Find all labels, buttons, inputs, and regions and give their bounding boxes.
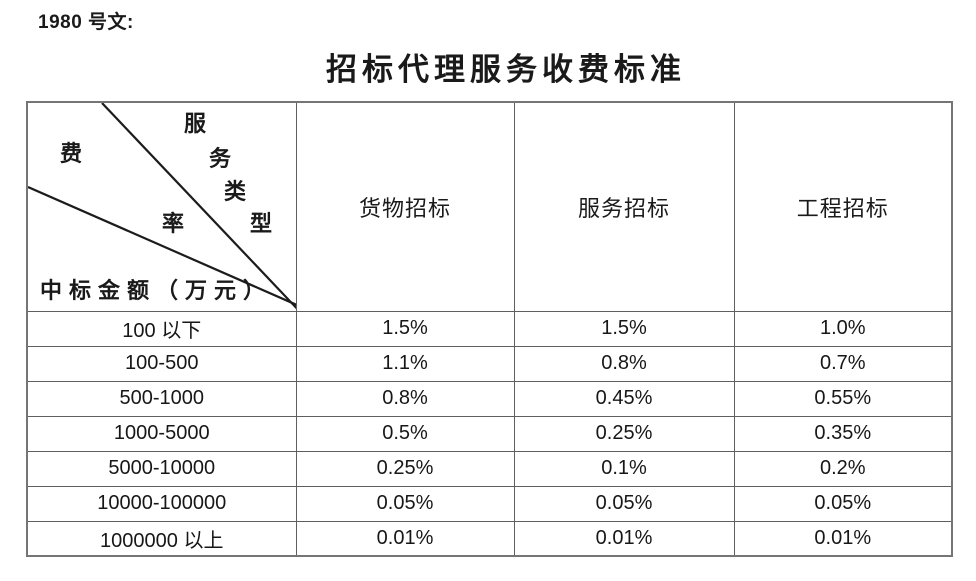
rate-value: 0.01% — [295, 520, 515, 557]
rate-value: 0.8% — [295, 380, 515, 417]
rate-value: 1.5% — [513, 310, 735, 347]
row-label: 1000-5000 — [26, 415, 297, 452]
rate-value: 0.25% — [513, 415, 735, 452]
column-header-service: 服务招标 — [513, 101, 735, 312]
corner-label-service-char: 务 — [209, 146, 232, 171]
corner-label-fee-char: 费 — [60, 141, 83, 166]
rate-value: 0.45% — [513, 380, 735, 417]
rate-value: 0.2% — [733, 450, 953, 487]
rate-value: 0.5% — [295, 415, 515, 452]
table-row: 1000000 以上 0.01% 0.01% 0.01% — [26, 520, 953, 557]
table-row: 500-1000 0.8% 0.45% 0.55% — [26, 380, 953, 417]
row-label: 100-500 — [26, 345, 297, 382]
column-header-goods: 货物招标 — [295, 101, 515, 312]
rate-value: 0.55% — [733, 380, 953, 417]
rate-value: 0.7% — [733, 345, 953, 382]
rate-value: 0.25% — [295, 450, 515, 487]
corner-label-service-char: 服 — [184, 111, 207, 136]
page-title: 招标代理服务收费标准 — [326, 52, 686, 87]
rate-value: 0.1% — [513, 450, 735, 487]
rate-value: 0.01% — [733, 520, 953, 557]
diagonal-line-upper — [101, 103, 295, 309]
row-label: 100 以下 — [26, 310, 297, 347]
corner-label-service-char: 类 — [224, 179, 247, 204]
row-label: 500-1000 — [26, 380, 297, 417]
doc-number-label: 1980 号文: — [38, 12, 134, 33]
table-row: 100-500 1.1% 0.8% 0.7% — [26, 345, 953, 382]
rate-value: 0.05% — [295, 485, 515, 522]
table-header-row: 服 务 类 型 费 率 中标金额（万元） 货物招标 服务招标 工程招标 — [26, 101, 953, 312]
table-row: 1000-5000 0.5% 0.25% 0.35% — [26, 415, 953, 452]
fee-standard-table: 服 务 类 型 费 率 中标金额（万元） 货物招标 服务招标 工程招标 100 … — [26, 101, 953, 557]
diagonal-corner-cell: 服 务 类 型 费 率 中标金额（万元） — [26, 101, 297, 312]
corner-amount-label: 中标金额（万元） — [40, 277, 273, 303]
corner-label-service-char: 型 — [250, 211, 273, 236]
diagonal-line-lower — [28, 185, 295, 306]
rate-value: 0.8% — [513, 345, 735, 382]
corner-label-fee-char: 率 — [162, 211, 185, 236]
rate-value: 0.35% — [733, 415, 953, 452]
table-row: 100 以下 1.5% 1.5% 1.0% — [26, 310, 953, 347]
row-label: 1000000 以上 — [26, 520, 297, 557]
diagonal-lines — [28, 103, 295, 309]
column-header-engineering: 工程招标 — [733, 101, 953, 312]
rate-value: 1.1% — [295, 345, 515, 382]
rate-value: 0.05% — [513, 485, 735, 522]
row-label: 10000-100000 — [26, 485, 297, 522]
table-row: 10000-100000 0.05% 0.05% 0.05% — [26, 485, 953, 522]
rate-value: 0.05% — [733, 485, 953, 522]
rate-value: 0.01% — [513, 520, 735, 557]
table-row: 5000-10000 0.25% 0.1% 0.2% — [26, 450, 953, 487]
rate-value: 1.0% — [733, 310, 953, 347]
rate-value: 1.5% — [295, 310, 515, 347]
row-label: 5000-10000 — [26, 450, 297, 487]
